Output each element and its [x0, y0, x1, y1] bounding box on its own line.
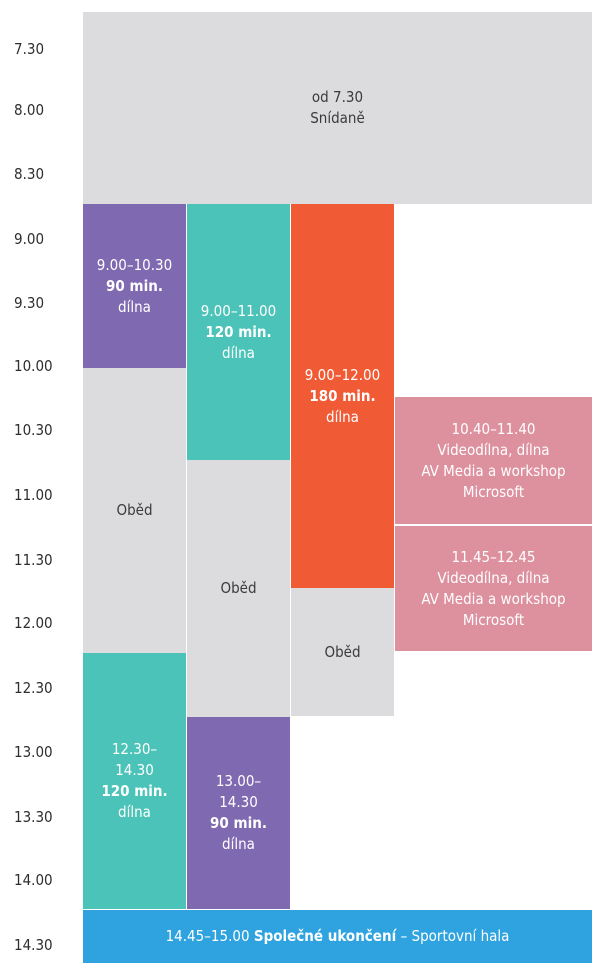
- time-label: 10.30: [14, 421, 53, 439]
- block-type: dílna: [326, 407, 359, 426]
- block-duration: 120 min.: [101, 782, 168, 800]
- workshop-block-col1-morning: 9.00–10.30 90 min. dílna: [83, 204, 186, 368]
- closing-block: 14.45–15.00 Společné ukončení – Sportovn…: [83, 910, 592, 963]
- block-duration: 120 min.: [205, 322, 272, 341]
- block-line: AV Media a workshop: [421, 589, 566, 608]
- block-line: Microsoft: [462, 482, 525, 501]
- block-line: AV Media a workshop: [421, 461, 566, 480]
- time-label: 10.00: [14, 357, 53, 375]
- workshop-block-col2-afternoon: 13.00– 14.30 90 min. dílna: [187, 717, 290, 909]
- time-label: 7.30: [14, 40, 45, 58]
- breakfast-time: od 7.30: [311, 88, 364, 106]
- workshop-block-col2-morning: 9.00–11.00 120 min. dílna: [187, 204, 290, 460]
- time-label: 9.30: [14, 294, 45, 312]
- block-time: 11.45–12.45: [451, 547, 536, 566]
- block-time: 9.00–10.30: [96, 255, 173, 274]
- time-label: 14.30: [14, 936, 53, 954]
- block-time: 10.40–11.40: [451, 419, 536, 438]
- time-label: 11.30: [14, 551, 53, 569]
- block-duration: 90 min.: [210, 814, 267, 832]
- time-label: 12.00: [14, 614, 53, 632]
- lunch-block-col2: Oběd: [187, 460, 290, 717]
- lunch-block-col1: Oběd: [83, 368, 186, 653]
- lunch-block-col3: Oběd: [291, 588, 394, 716]
- time-label: 14.00: [14, 871, 53, 889]
- videodilna-block-1: 10.40–11.40 Videodílna, dílna AV Media a…: [395, 397, 592, 524]
- time-label: 12.30: [14, 679, 53, 697]
- block-duration: 180 min.: [309, 386, 376, 405]
- closing-title: Společné ukončení: [253, 927, 397, 945]
- block-time-start: 12.30–: [111, 740, 158, 758]
- block-time: 9.00–12.00: [304, 365, 381, 384]
- workshop-block-col1-afternoon: 12.30– 14.30 120 min. dílna: [83, 653, 186, 909]
- block-time: 9.00–11.00: [200, 301, 277, 320]
- breakfast-block: od 7.30 Snídaně: [83, 12, 592, 204]
- block-type: dílna: [118, 297, 151, 316]
- closing-time: 14.45–15.00: [165, 927, 250, 945]
- block-time-end: 14.30: [115, 761, 154, 779]
- videodilna-block-2: 11.45–12.45 Videodílna, dílna AV Media a…: [395, 526, 592, 651]
- block-type: dílna: [222, 343, 255, 362]
- block-time-start: 13.00–: [215, 772, 262, 790]
- block-line: Microsoft: [462, 610, 525, 629]
- closing-location: – Sportovní hala: [400, 927, 510, 945]
- block-line: Videodílna, dílna: [437, 440, 550, 459]
- lunch-label: Oběd: [220, 579, 257, 597]
- time-label: 9.00: [14, 230, 45, 248]
- lunch-label: Oběd: [116, 501, 153, 519]
- lunch-label: Oběd: [324, 642, 361, 661]
- block-type: dílna: [222, 835, 255, 853]
- breakfast-label: Snídaně: [310, 109, 365, 127]
- time-label: 8.30: [14, 165, 45, 183]
- block-duration: 90 min.: [106, 276, 163, 295]
- block-line: Videodílna, dílna: [437, 568, 550, 587]
- time-label: 13.00: [14, 743, 53, 761]
- time-label: 13.30: [14, 808, 53, 826]
- block-type: dílna: [118, 803, 151, 821]
- time-label: 8.00: [14, 101, 45, 119]
- block-time-end: 14.30: [219, 793, 258, 811]
- workshop-block-col3-morning: 9.00–12.00 180 min. dílna: [291, 204, 394, 588]
- time-label: 11.00: [14, 486, 53, 504]
